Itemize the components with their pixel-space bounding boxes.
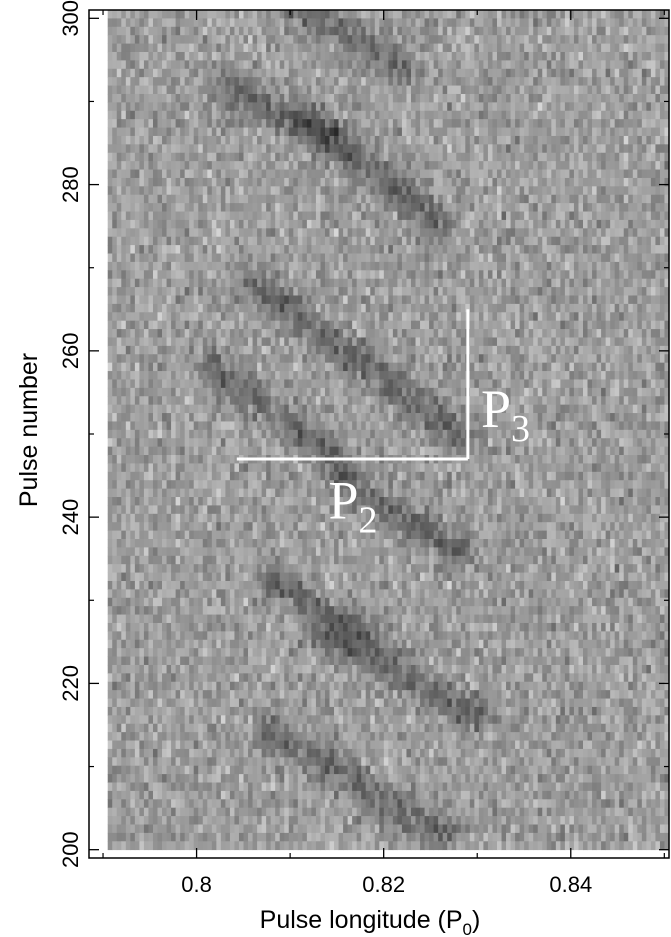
annotations: P2 P3 [236, 309, 530, 542]
axis-ticks: 0.8 0.82 0.84 200 220 240 260 280 300 [58, 0, 669, 897]
x-tick-label: 0.82 [362, 872, 405, 897]
p2-label-main: P [328, 471, 358, 531]
p3-label-main: P [481, 379, 511, 439]
y-tick-label: 300 [58, 0, 83, 37]
y-tick-label: 220 [58, 665, 83, 702]
heatmap-image [107, 10, 670, 851]
x-tick-label: 0.8 [181, 872, 212, 897]
p3-label-subscript: 3 [511, 408, 530, 450]
x-tick-label: 0.84 [549, 872, 592, 897]
y-axis-label: Pulse number [15, 353, 43, 507]
x-axis-label: Pulse longitude (P0) [260, 906, 481, 937]
p2-label: P2 [328, 471, 377, 542]
y-tick-label: 240 [58, 499, 83, 536]
y-tick-label: 200 [58, 831, 83, 868]
p2-label-subscript: 2 [359, 500, 378, 542]
p3-label: P3 [481, 379, 530, 450]
y-tick-label: 260 [58, 333, 83, 370]
y-tick-label: 280 [58, 166, 83, 203]
